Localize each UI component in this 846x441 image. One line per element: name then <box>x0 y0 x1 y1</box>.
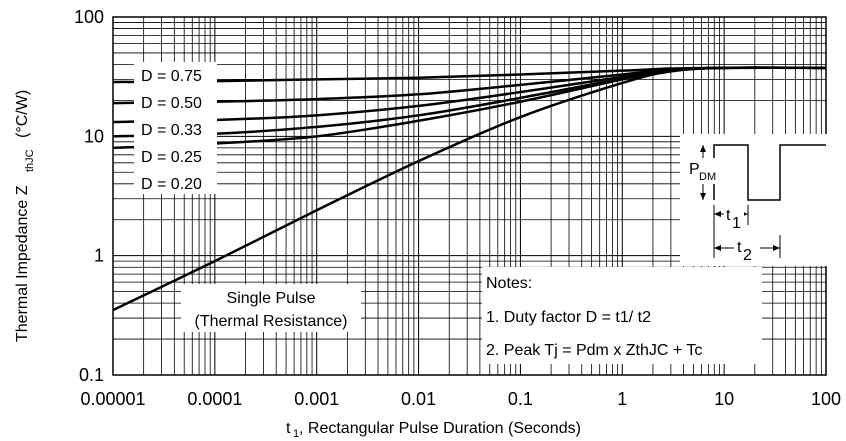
y-tick-label: 10 <box>84 126 104 146</box>
legend: D = 0.75 D = 0.50 D = 0.33 D = 0.25 D = 0.20 <box>134 62 217 194</box>
pulse-waveform-inset: P DM t 1 t 2 <box>680 134 828 266</box>
pdm-label-sub: DM <box>699 171 716 183</box>
x-axis-title-text: , Rectangular Pulse Duration (Seconds) <box>299 420 581 437</box>
y-tick-label: 100 <box>74 7 104 27</box>
legend-label: D = 0.25 <box>141 149 202 166</box>
series-line-0 <box>112 66 827 84</box>
t2-arrow-head-right <box>773 245 780 251</box>
x-tick-label: 10 <box>714 389 734 409</box>
x-tick-label: 0.0001 <box>187 389 242 409</box>
legend-label: D = 0.50 <box>141 95 202 112</box>
x-tick-label: 0.01 <box>401 389 436 409</box>
y-tick-label: 1 <box>94 246 104 266</box>
legend-label: D = 0.33 <box>141 122 202 139</box>
x-axis-title: t 1 , Rectangular Pulse Duration (Second… <box>286 420 581 440</box>
x-tick-label: 100 <box>811 389 841 409</box>
legend-background <box>134 62 217 194</box>
y-tick-label: 0.1 <box>79 365 104 385</box>
curves-group <box>112 66 827 312</box>
pulse-waveform <box>713 144 826 201</box>
t2-arrow-head-left <box>714 245 721 251</box>
series-line-5 <box>112 66 827 312</box>
x-axis-title-sub: 1 <box>293 428 299 440</box>
series-line-1 <box>112 66 827 105</box>
t2-label: t <box>737 239 742 256</box>
notes-line2: 2. Peak Tj = Pdm x ZthJC + Tc <box>486 342 702 359</box>
x-tick-label: 0.1 <box>508 389 533 409</box>
x-tick-label: 0.001 <box>294 389 339 409</box>
legend-label: D = 0.20 <box>141 176 202 193</box>
single-pulse-label-line2: (Thermal Resistance) <box>195 313 348 330</box>
x-tick-label: 0.00001 <box>80 389 145 409</box>
y-axis-title-sub: thJC <box>24 149 36 172</box>
pdm-label: P <box>689 161 700 178</box>
x-tick-labels: 0.00001 0.0001 0.001 0.01 0.1 1 10 100 <box>80 389 841 409</box>
pdm-arrow-head-bottom <box>700 193 706 200</box>
legend-label: D = 0.75 <box>141 68 202 85</box>
t1-label: t <box>726 207 731 224</box>
t1-arrow-head-left <box>714 211 721 217</box>
y-tick-labels: 0.1 1 10 100 <box>74 7 104 385</box>
y-axis-title-text: Thermal Impedance Z <box>14 185 31 342</box>
notes-title: Notes: <box>486 275 532 292</box>
single-pulse-annotation: Single Pulse (Thermal Resistance) <box>181 284 361 332</box>
notes-line1: 1. Duty factor D = t1/ t2 <box>486 309 651 326</box>
y-axis-title: Thermal Impedance Z thJC (°C/W) <box>14 90 36 342</box>
notes-box: Notes: 1. Duty factor D = t1/ t2 2. Peak… <box>482 267 762 364</box>
x-axis-title-prefix: t <box>286 420 291 437</box>
t2-label-sub: 2 <box>743 247 752 264</box>
x-tick-label: 1 <box>617 389 627 409</box>
t1-label-sub: 1 <box>732 215 741 232</box>
y-axis-title-unit: (°C/W) <box>14 90 31 138</box>
single-pulse-label-line1: Single Pulse <box>227 290 316 307</box>
pdm-arrow-head-top <box>700 145 706 152</box>
